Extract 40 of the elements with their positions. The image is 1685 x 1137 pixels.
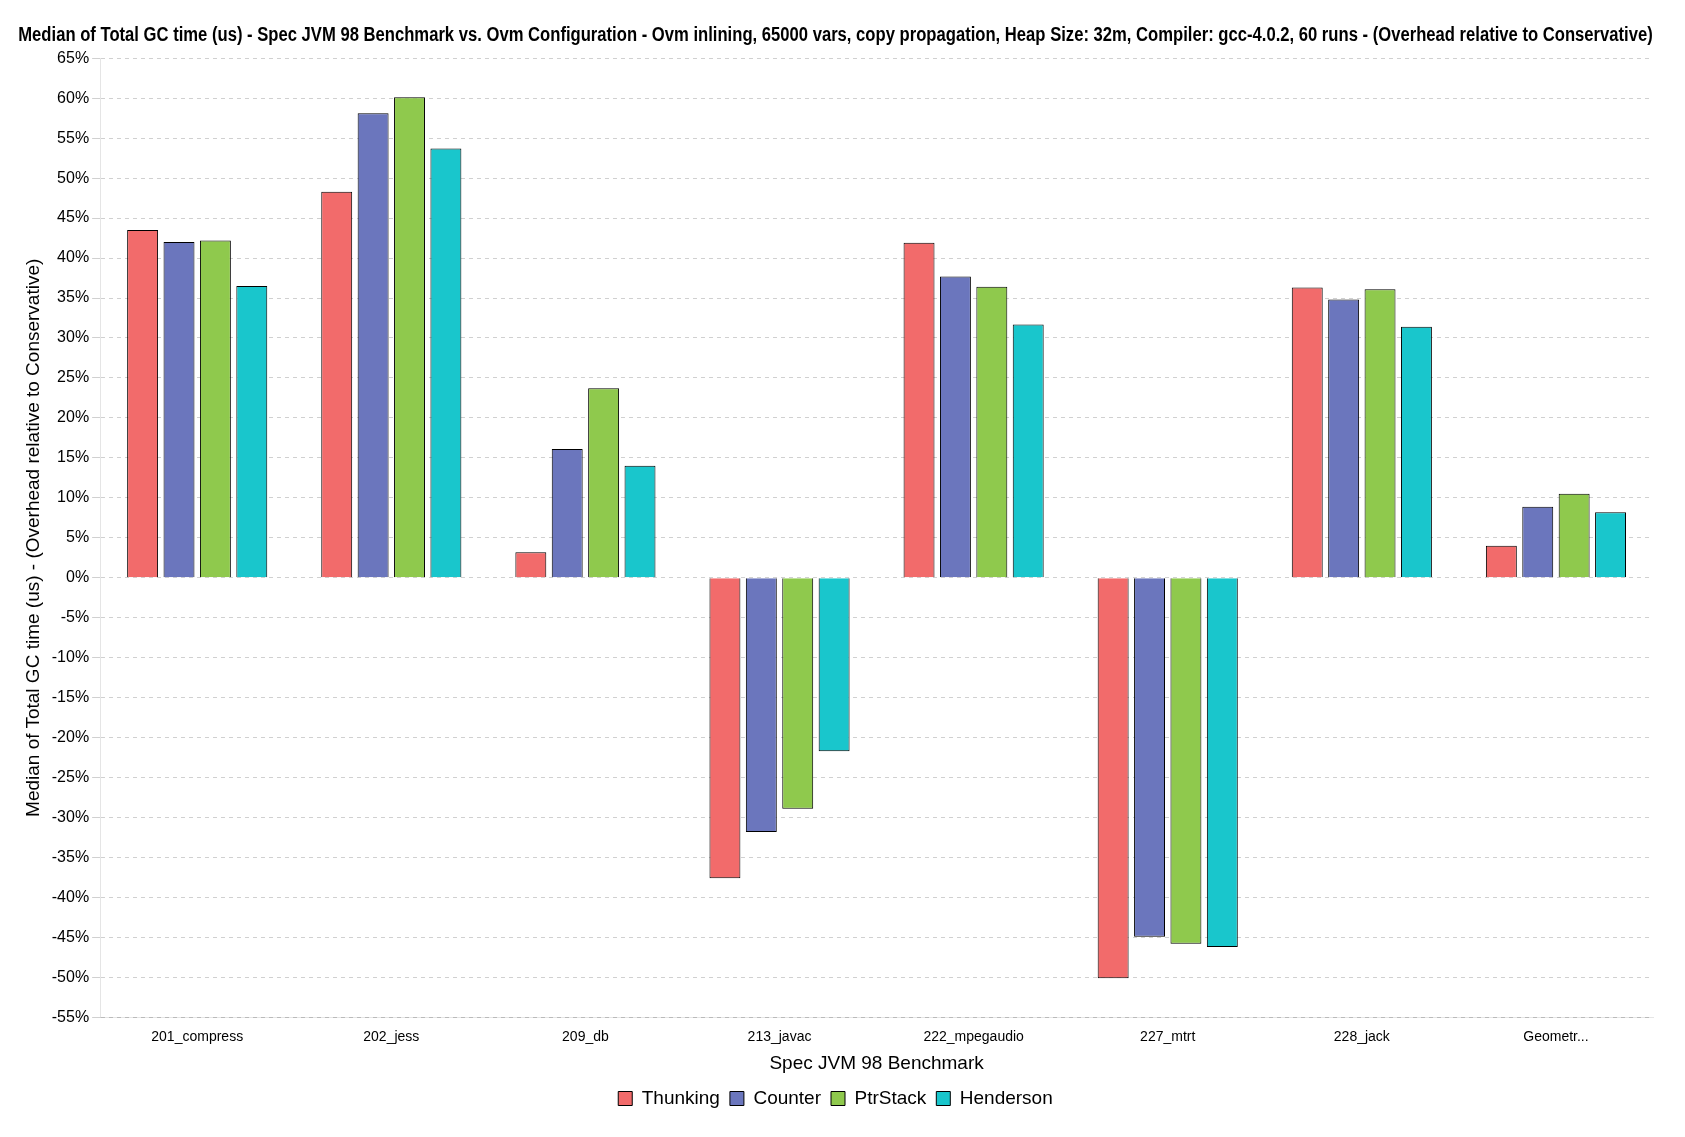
y-tick-label: -30% bbox=[51, 807, 90, 825]
y-tick-label: 40% bbox=[57, 248, 90, 266]
y-tick-label: 25% bbox=[57, 368, 90, 386]
y-tick-label: 15% bbox=[57, 448, 90, 466]
x-tick-label: 201_compress bbox=[151, 1027, 244, 1044]
y-tick-label: 35% bbox=[57, 288, 90, 306]
x-tick-label: 222_mpegaudio bbox=[923, 1027, 1025, 1044]
x-tick-label: 213_javac bbox=[747, 1027, 812, 1044]
legend-label: Thunking bbox=[641, 1086, 720, 1108]
x-tick-label: 228_jack bbox=[1333, 1027, 1391, 1044]
x-axis-title: Spec JVM 98 Benchmark bbox=[769, 1051, 985, 1073]
y-tick-label: 10% bbox=[57, 488, 90, 506]
y-axis-title: Median of Total GC time (us) - (Overhead relative to Conservative) bbox=[21, 258, 43, 817]
y-tick-label: -55% bbox=[51, 1007, 90, 1025]
y-tick-label: -45% bbox=[51, 927, 90, 945]
y-tick-label: 30% bbox=[57, 328, 90, 346]
y-tick-label: -10% bbox=[51, 648, 90, 666]
y-tick-label: 45% bbox=[57, 208, 90, 226]
y-tick-label: 20% bbox=[57, 408, 90, 426]
legend-label: PtrStack bbox=[854, 1086, 927, 1108]
y-tick-label: 55% bbox=[57, 128, 90, 146]
y-tick-label: -50% bbox=[51, 967, 90, 985]
chart-title: Median of Total GC time (us) - Spec JVM 98 Benchmark vs. Ovm Configuration - Ovm inlining, 65000 vars, copy propagation, Heap Size: 32m, Compiler: gcc-4.0.2, 60 runs - (Overhead relative to Conservative) bbox=[18, 22, 1653, 46]
y-tick-label: 65% bbox=[57, 48, 90, 66]
y-tick-label: 5% bbox=[66, 528, 90, 546]
y-tick-label: -20% bbox=[51, 728, 90, 746]
y-tick-label: -25% bbox=[51, 768, 90, 786]
x-tick-label: 209_db bbox=[562, 1027, 609, 1044]
x-tick-label: 202_jess bbox=[363, 1027, 420, 1044]
y-tick-label: -15% bbox=[51, 688, 90, 706]
x-tick-label: Geometr... bbox=[1523, 1027, 1589, 1044]
y-tick-label: -35% bbox=[51, 847, 90, 865]
legend-label: Henderson bbox=[959, 1086, 1053, 1108]
y-tick-label: 50% bbox=[57, 168, 90, 186]
x-tick-label: 227_mtrt bbox=[1140, 1027, 1196, 1044]
y-tick-label: 60% bbox=[57, 88, 90, 106]
y-tick-label: -5% bbox=[60, 608, 90, 626]
y-tick-label: -40% bbox=[51, 887, 90, 905]
legend-label: Counter bbox=[753, 1086, 822, 1108]
y-tick-label: 0% bbox=[66, 568, 90, 586]
